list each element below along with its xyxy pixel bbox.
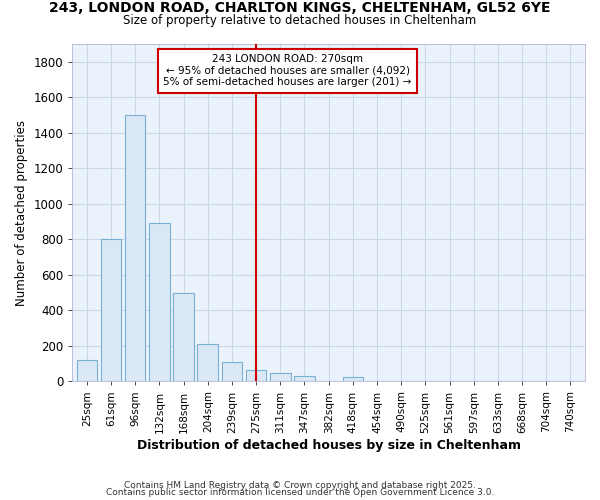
Text: Contains public sector information licensed under the Open Government Licence 3.: Contains public sector information licen… [106,488,494,497]
Bar [246,370,266,382]
Bar [221,362,242,382]
Bar [343,377,363,382]
Bar [294,376,315,382]
Bar [125,115,145,382]
Bar [101,240,121,382]
Bar [77,360,97,382]
Bar [149,224,170,382]
Text: Contains HM Land Registry data © Crown copyright and database right 2025.: Contains HM Land Registry data © Crown c… [124,480,476,490]
Text: Size of property relative to detached houses in Cheltenham: Size of property relative to detached ho… [124,14,476,27]
Text: 243 LONDON ROAD: 270sqm
← 95% of detached houses are smaller (4,092)
5% of semi-: 243 LONDON ROAD: 270sqm ← 95% of detache… [163,54,412,88]
Bar [270,374,290,382]
X-axis label: Distribution of detached houses by size in Cheltenham: Distribution of detached houses by size … [137,440,521,452]
Y-axis label: Number of detached properties: Number of detached properties [15,120,28,306]
Bar [173,292,194,382]
Bar [197,344,218,382]
Text: 243, LONDON ROAD, CHARLTON KINGS, CHELTENHAM, GL52 6YE: 243, LONDON ROAD, CHARLTON KINGS, CHELTE… [49,2,551,16]
